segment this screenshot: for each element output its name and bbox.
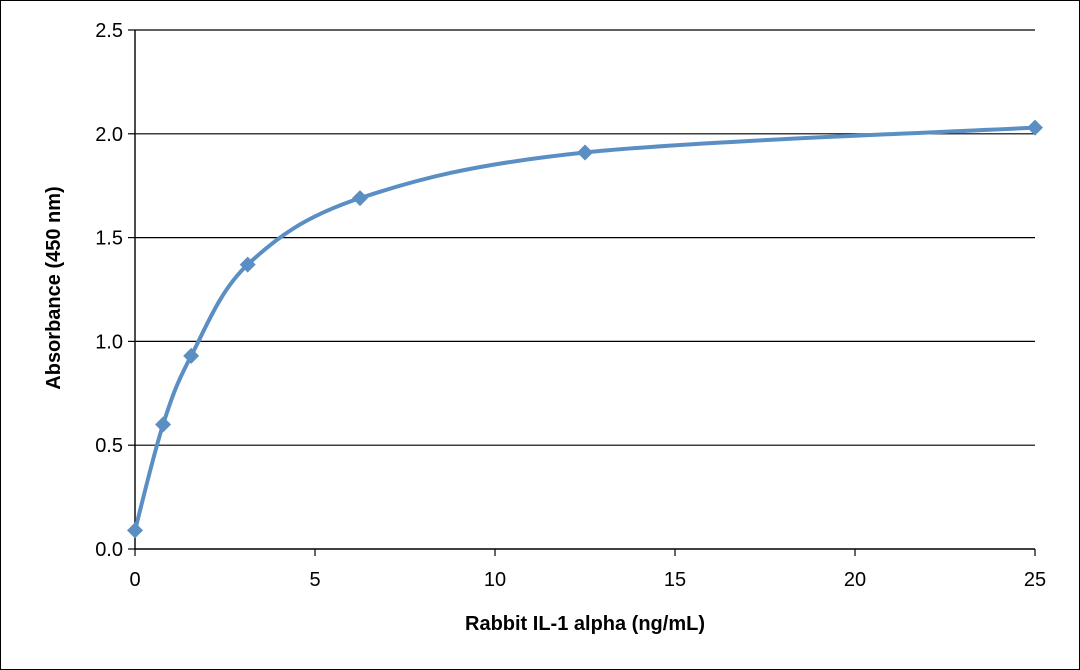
y-tick-label: 2.0 (95, 124, 123, 146)
x-tick-label: 0 (129, 569, 140, 591)
data-point-marker (577, 144, 593, 161)
data-point-marker (1027, 119, 1043, 136)
data-point-marker (127, 522, 143, 539)
series-line (133, 125, 1037, 533)
tick-labels: 0.0 0.5 1.0 1.5 2.0 2.5 0 5 10 15 20 25 (95, 20, 1046, 591)
data-point-marker (239, 256, 256, 273)
data-point-marker (352, 190, 368, 207)
data-point-marker (155, 416, 172, 433)
y-tick-label: 1.0 (95, 331, 123, 353)
x-tick-label: 15 (664, 569, 686, 591)
axes (128, 29, 1036, 556)
x-tick-label: 25 (1024, 569, 1046, 591)
data-series (127, 119, 1043, 539)
x-tick-label: 5 (309, 569, 320, 591)
gridlines (135, 29, 1035, 446)
y-tick-label: 0.0 (95, 539, 123, 561)
x-tick-label: 20 (844, 569, 866, 591)
x-axis-title: Rabbit IL-1 alpha (ng/mL) (465, 613, 705, 635)
y-tick-label: 1.5 (95, 228, 123, 250)
y-axis-title: Absorbance (450 nm) (43, 186, 65, 389)
y-tick-label: 2.5 (95, 20, 123, 42)
x-tick-label: 10 (484, 569, 506, 591)
y-tick-label: 0.5 (95, 435, 123, 457)
data-point-marker (183, 347, 200, 364)
